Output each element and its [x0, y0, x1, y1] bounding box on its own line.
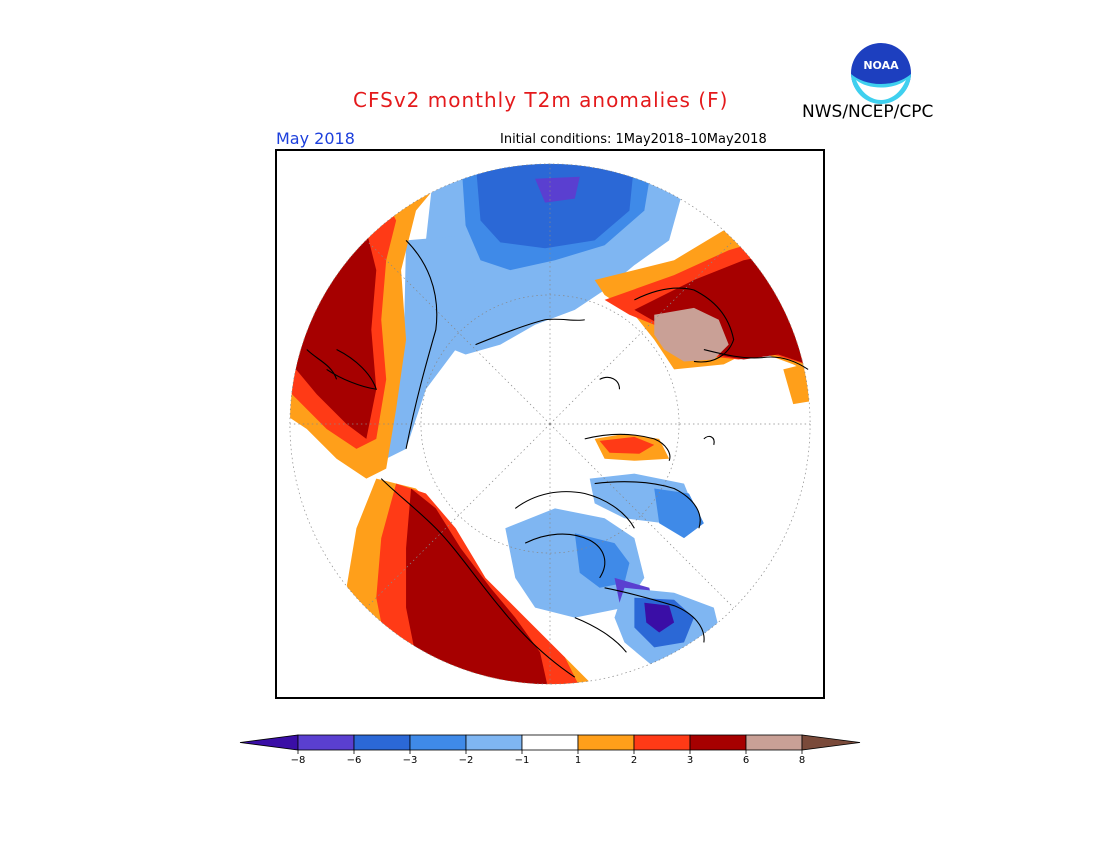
- colorbar-swatch: [353, 734, 411, 751]
- period-label: May 2018: [276, 129, 355, 148]
- colorbar-tick-label: 1: [575, 755, 581, 766]
- colorbar-arrow-low: [239, 734, 299, 751]
- colorbar-tick-label: −1: [515, 755, 530, 766]
- colorbar-tick-label: 6: [743, 755, 749, 766]
- polar-map: [289, 163, 811, 685]
- colorbar-swatch: [465, 734, 523, 751]
- colorbar-tick-label: 3: [687, 755, 693, 766]
- map-panel: [275, 149, 825, 699]
- colorbar-tick-label: 8: [799, 755, 805, 766]
- initial-conditions-label: Initial conditions: 1May2018–10May2018: [500, 132, 767, 147]
- graticule: [289, 163, 811, 685]
- colorbar-tick-label: 2: [631, 755, 637, 766]
- colorbar-ticks: −8 −6 −3 −2 −1 1 2 3 6 8: [291, 750, 805, 766]
- colorbar-tick-label: −8: [291, 755, 306, 766]
- colorbar-tick-label: −6: [347, 755, 362, 766]
- colorbar-swatch: [577, 734, 635, 751]
- colorbar-swatch: [297, 734, 355, 751]
- chart-title: CFSv2 monthly T2m anomalies (F): [353, 88, 729, 112]
- colorbar-swatch: [745, 734, 803, 751]
- colorbar-segments: [239, 734, 861, 751]
- colorbar-swatch: [409, 734, 467, 751]
- logo-text: NOAA: [863, 59, 899, 72]
- coastlines: [306, 239, 809, 678]
- colorbar: −8 −6 −3 −2 −1 1 2 3 6 8: [239, 734, 861, 766]
- colorbar-swatch: [633, 734, 691, 751]
- colorbar-tick-label: −2: [459, 755, 474, 766]
- colorbar-swatch: [521, 734, 579, 751]
- colorbar-tick-label: −3: [403, 755, 418, 766]
- colorbar-arrow-high: [801, 734, 861, 751]
- noaa-logo: NOAA: [849, 41, 913, 105]
- agency-label: NWS/NCEP/CPC: [802, 102, 934, 122]
- colorbar-swatch: [689, 734, 747, 751]
